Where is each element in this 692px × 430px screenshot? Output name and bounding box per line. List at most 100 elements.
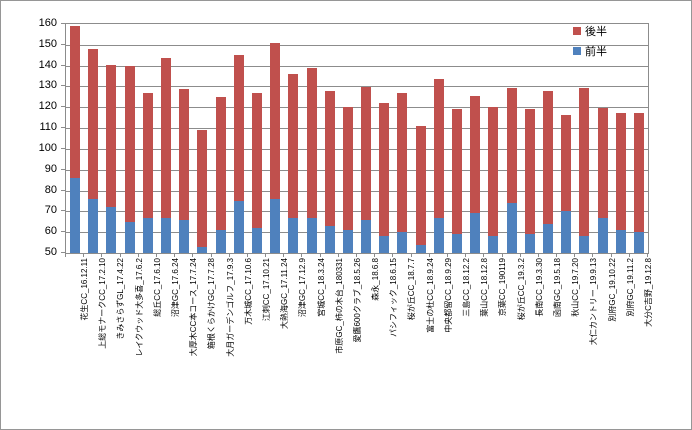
x-axis-tick (538, 253, 539, 257)
x-axis-label: 桜が丘CC_19.3.2 (517, 258, 526, 321)
bar-segment-zenhan (143, 218, 153, 253)
y-axis-tick (61, 252, 65, 253)
gridline (66, 191, 648, 192)
bar-segment-zenhan (634, 232, 644, 253)
x-axis-tick (374, 253, 375, 257)
x-axis-tick (592, 253, 593, 257)
x-axis-label: 宮城CC_18.3.24 (317, 258, 326, 317)
bar-segment-kouhan (634, 113, 644, 232)
gridline (66, 211, 648, 212)
bar-segment-kouhan (197, 130, 207, 247)
x-axis-tick (502, 253, 503, 257)
x-axis-tick (174, 253, 175, 257)
y-axis-label: 60 (44, 225, 57, 237)
x-axis-label: 沼津GC_17.12.9 (298, 258, 307, 318)
bar-segment-kouhan (325, 91, 335, 226)
bar-segment-kouhan (125, 66, 135, 222)
gridline (66, 66, 648, 67)
bar-segment-zenhan (161, 218, 171, 253)
x-axis-tick (83, 253, 84, 257)
x-axis-tick (120, 253, 121, 257)
bar-segment-zenhan (88, 199, 98, 253)
bar-segment-kouhan (525, 109, 535, 234)
bar-segment-zenhan (288, 218, 298, 253)
bar-segment-kouhan (143, 93, 153, 218)
x-axis-label: 大分C吉野_19.12.8 (644, 258, 653, 327)
bar-segment-kouhan (452, 109, 462, 234)
x-axis-tick (192, 253, 193, 257)
legend-label-zenhan: 前半 (585, 46, 607, 58)
bar-segment-kouhan (106, 65, 116, 207)
x-axis-tick (465, 253, 466, 257)
y-axis-tick (61, 210, 65, 211)
x-axis-tick (301, 253, 302, 257)
y-axis-tick (61, 65, 65, 66)
bar-segment-kouhan (70, 26, 80, 178)
x-axis-tick (229, 253, 230, 257)
bar-segment-kouhan (579, 88, 589, 236)
bar-segment-kouhan (488, 107, 498, 236)
bar-segment-kouhan (288, 74, 298, 218)
bar-segment-zenhan (379, 236, 389, 253)
legend-item-kouhan: 後半 (573, 21, 643, 41)
x-axis-label: 江刺CC_17.10.21 (262, 258, 271, 322)
x-axis-tick (338, 253, 339, 257)
x-axis-label: 葉山CC_18.12.8 (480, 258, 489, 317)
bar-segment-kouhan (543, 91, 553, 224)
x-axis-label: 森永_18.6.8 (371, 258, 380, 301)
x-axis-tick (265, 253, 266, 257)
y-axis-label: 120 (38, 100, 57, 112)
bar-segment-zenhan (579, 236, 589, 253)
x-axis-tick (320, 253, 321, 257)
x-axis-label: 総丘CC_17.6.10 (153, 258, 162, 317)
x-axis-label: 別府GC_19.10.22 (608, 258, 617, 322)
x-axis-label: 長南CC_19.3.30 (535, 258, 544, 317)
gridline (66, 45, 648, 46)
x-axis-label: 秋山CC_19.7.20 (571, 258, 580, 317)
x-axis-label: パシフィック_18.6.15 (389, 258, 398, 337)
x-axis-label: 上総モナークCC_17.2.10 (98, 258, 107, 349)
x-axis-label: 別府GC_19.11.2 (626, 258, 635, 317)
x-axis-tick (247, 253, 248, 257)
bar-segment-zenhan (125, 222, 135, 253)
x-axis-tick (392, 253, 393, 257)
y-axis-tick (61, 127, 65, 128)
bar-segment-kouhan (416, 126, 426, 245)
x-axis-label: 桜が丘CC_18.7.7 (407, 258, 416, 321)
x-axis-tick (647, 253, 648, 257)
gridline (66, 107, 648, 108)
x-axis-tick (556, 253, 557, 257)
x-axis-label: 沼津GC_17.6.24 (171, 258, 180, 318)
y-axis-tick (61, 23, 65, 24)
x-axis-label: 愛鷹600クラブ_18.5.26 (353, 258, 362, 343)
gridline (66, 170, 648, 171)
x-axis-tick (429, 253, 430, 257)
bar-segment-zenhan (561, 211, 571, 253)
x-axis-label: きみさらずGL_17.4.22 (116, 258, 125, 340)
x-axis-tick (211, 253, 212, 257)
gridline (66, 86, 648, 87)
y-axis-label: 90 (44, 163, 57, 175)
x-axis-tick (629, 253, 630, 257)
bar-segment-zenhan (252, 228, 262, 253)
plot-area (65, 23, 649, 254)
bar-segment-kouhan (397, 93, 407, 232)
bar-segment-kouhan (434, 79, 444, 218)
y-axis-label: 50 (44, 246, 57, 258)
x-axis-label: 箱根くらかけGC_17.7.28 (207, 258, 216, 350)
x-axis-tick (411, 253, 412, 257)
bar-segment-zenhan (270, 199, 280, 253)
bar-segment-kouhan (307, 68, 317, 218)
y-axis-label: 140 (38, 59, 57, 71)
bar-segment-kouhan (216, 97, 226, 230)
x-axis-label: 大熱海GC_17.11.24 (280, 258, 289, 329)
bar-segment-zenhan (616, 230, 626, 253)
bar-segment-kouhan (616, 113, 626, 230)
y-axis-label: 70 (44, 204, 57, 216)
bar-segment-kouhan (561, 115, 571, 211)
x-axis-label: 万木城CC_17.10.6 (244, 258, 253, 325)
x-axis-label: 大仁カントリー_19.9.13 (589, 258, 598, 346)
bar-segment-zenhan (416, 245, 426, 253)
x-axis-label: 函南GC_19.5.18 (553, 258, 562, 318)
y-axis-tick (61, 106, 65, 107)
